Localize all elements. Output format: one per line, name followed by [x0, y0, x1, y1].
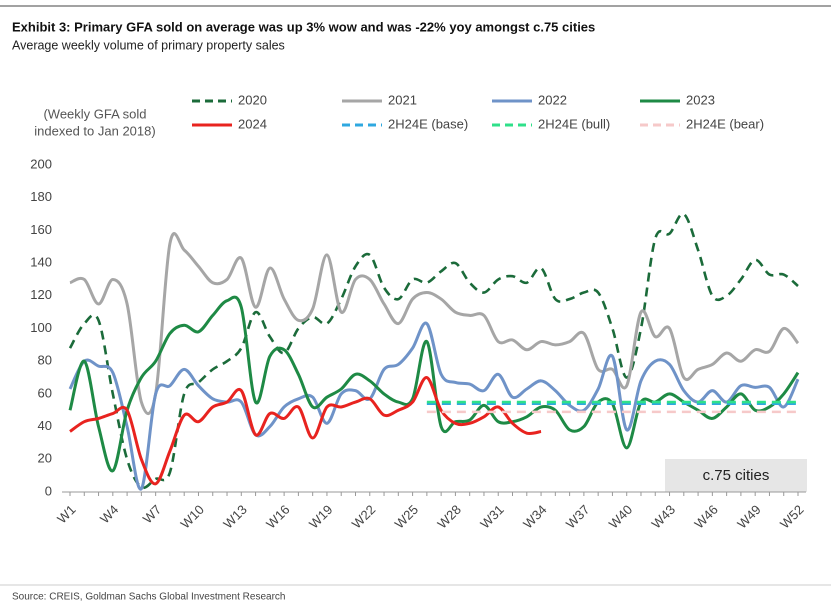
legend-label: 2022: [538, 92, 567, 107]
y-tick-label: 180: [30, 189, 52, 204]
source: Source: CREIS, Goldman Sachs Global Inve…: [12, 592, 285, 603]
x-tick-label: W37: [563, 502, 593, 532]
x-tick-label: W49: [734, 502, 764, 532]
x-tick-label: W52: [777, 502, 807, 532]
series-line: [68, 295, 800, 473]
x-tick-label: W16: [263, 502, 293, 532]
x-tick-label: W4: [97, 502, 121, 526]
x-tick-label: W40: [606, 502, 636, 532]
x-tick-label: W46: [691, 502, 721, 532]
annotation: c.75 cities: [703, 467, 770, 484]
legend-label: 2H24E (bear): [686, 116, 764, 131]
x-tick-label: W13: [220, 502, 250, 532]
chart-subtitle: Average weekly volume of primary propert…: [12, 38, 285, 52]
y-tick-label: 160: [30, 222, 52, 237]
y-tick-label: 80: [38, 353, 52, 368]
series-line: [68, 321, 800, 491]
x-tick-label: W10: [178, 502, 208, 532]
x-tick-label: W28: [434, 502, 464, 532]
y-tick-label: 60: [38, 385, 52, 400]
y-tick-label: 0: [45, 483, 52, 498]
series-line: [69, 232, 800, 416]
series-line: [69, 376, 542, 486]
y-tick-label: 120: [30, 287, 52, 302]
legend-label: 2H24E (base): [388, 116, 468, 131]
y-tick-label: 40: [38, 418, 52, 433]
chart-title: Exhibit 3: Primary GFA sold on average w…: [12, 19, 595, 34]
x-tick-label: W1: [54, 502, 78, 526]
legend-label: 2020: [238, 92, 267, 107]
x-tick-label: W22: [349, 502, 379, 532]
y-tick-label: 140: [30, 255, 52, 270]
legend-label: 2023: [686, 92, 715, 107]
x-tick-label: W34: [520, 502, 550, 532]
y-tick-label: 200: [30, 156, 52, 171]
y-axis-label: indexed to Jan 2018): [34, 123, 155, 138]
legend-label: 2024: [238, 116, 267, 131]
series-line: [68, 212, 799, 490]
annotation-box: [665, 459, 807, 492]
x-tick-label: W43: [649, 502, 679, 532]
y-tick-label: 100: [30, 320, 52, 335]
y-axis-label: (Weekly GFA sold: [43, 106, 146, 121]
x-tick-label: W19: [306, 502, 336, 532]
y-tick-label: 20: [38, 451, 52, 466]
legend-label: 2H24E (bull): [538, 116, 610, 131]
x-tick-label: W7: [140, 502, 164, 526]
x-tick-label: W31: [477, 502, 507, 532]
legend-label: 2021: [388, 92, 417, 107]
x-tick-label: W25: [392, 502, 422, 532]
